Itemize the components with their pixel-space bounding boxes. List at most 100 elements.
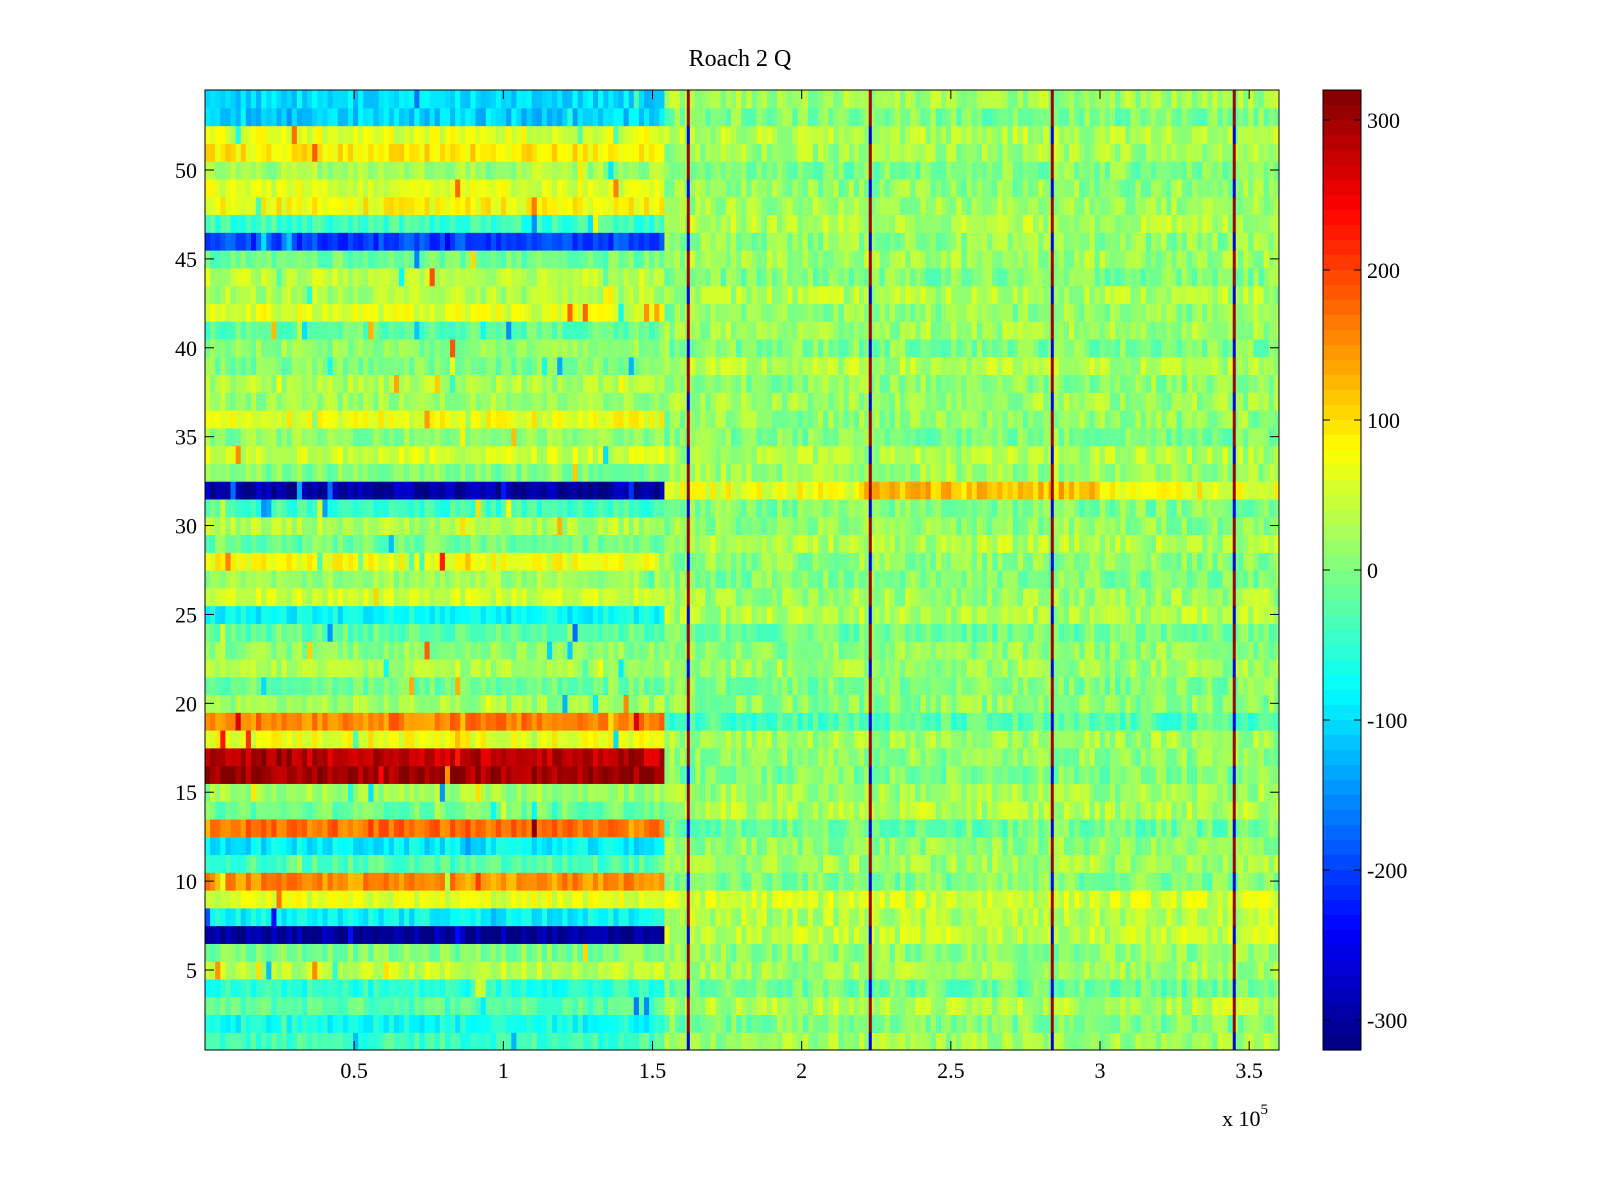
heatmap-cell: [541, 978, 548, 998]
heatmap-cell: [649, 1014, 655, 1033]
heatmap-cell: [281, 747, 288, 767]
heatmap-cell: [547, 978, 553, 998]
heatmap-cell: [787, 641, 794, 660]
heatmap-cell: [935, 783, 942, 802]
heatmap-cell: [393, 676, 400, 696]
heatmap-cell: [562, 996, 569, 1016]
heatmap-cell: [874, 836, 881, 856]
heatmap-cell: [210, 801, 216, 820]
heatmap-cell: [720, 836, 727, 856]
heatmap-cell: [291, 1032, 298, 1050]
heatmap-cell: [828, 890, 835, 909]
heatmap-cell: [250, 943, 257, 962]
heatmap-cell: [409, 747, 415, 767]
heatmap-cell: [424, 747, 431, 767]
heatmap-cell: [603, 658, 609, 678]
heatmap-cell: [1028, 801, 1034, 820]
heatmap-cell: [398, 907, 405, 927]
heatmap-cell: [961, 783, 968, 802]
heatmap-cell: [1012, 658, 1019, 678]
heatmap-cell: [1191, 872, 1198, 891]
heatmap-cell: [1120, 730, 1126, 749]
heatmap-cell: [720, 925, 727, 944]
heatmap-cell: [409, 1032, 415, 1050]
heatmap-cell: [373, 676, 380, 696]
heatmap-cell: [312, 996, 318, 1016]
heatmap-cell: [470, 943, 477, 962]
heatmap-cell: [1007, 694, 1014, 713]
heatmap-cell: [1099, 925, 1106, 944]
heatmap-cell: [480, 730, 487, 749]
heatmap-cell: [874, 1032, 881, 1050]
heatmap-cell: [1197, 765, 1203, 784]
heatmap-cell: [1202, 694, 1208, 713]
heatmap-cell: [1012, 765, 1019, 784]
heatmap-cell: [900, 996, 906, 1016]
heatmap-cell: [664, 712, 671, 731]
heatmap-cell: [879, 943, 886, 962]
heatmap-cell: [679, 836, 686, 856]
heatmap-cell: [307, 801, 313, 820]
heatmap-cell: [1140, 641, 1147, 660]
heatmap-cell: [368, 961, 375, 980]
heatmap-cell: [1079, 978, 1085, 998]
heatmap-cell: [552, 1032, 558, 1050]
heatmap-cell: [761, 943, 768, 962]
heatmap-cell: [920, 747, 927, 767]
heatmap-cell: [720, 623, 727, 642]
heatmap-cell: [859, 836, 865, 856]
heatmap-cell: [644, 943, 650, 962]
heatmap-cell: [715, 658, 722, 678]
heatmap-cell: [905, 996, 911, 1016]
heatmap-cell: [398, 641, 405, 660]
heatmap-cell: [1033, 996, 1039, 1016]
heatmap-cell: [659, 996, 666, 1016]
heatmap-cell: [220, 641, 227, 660]
heatmap-cell: [598, 712, 604, 731]
heatmap-cell: [577, 623, 584, 642]
heatmap-cell: [547, 854, 553, 873]
heatmap-cell: [669, 818, 676, 838]
heatmap-cell: [1033, 854, 1039, 873]
heatmap-cell: [363, 694, 369, 713]
heatmap-cell: [1130, 1032, 1137, 1050]
heatmap-cell: [1063, 978, 1070, 998]
heatmap-cell: [613, 730, 620, 749]
heatmap-cell: [700, 961, 706, 980]
heatmap-cell: [782, 1014, 788, 1033]
heatmap-cell: [261, 925, 267, 944]
heatmap-cell: [1197, 854, 1203, 873]
heatmap-cell: [1268, 1032, 1275, 1050]
heatmap-cell: [725, 1032, 732, 1050]
heatmap-cell: [1079, 694, 1085, 713]
heatmap-cell: [225, 801, 232, 820]
heatmap-cell: [1222, 943, 1229, 962]
heatmap-cell: [1022, 872, 1029, 891]
heatmap-cell: [823, 623, 829, 642]
heatmap-cell: [266, 818, 272, 838]
heatmap-cell: [833, 783, 840, 802]
heatmap-cell: [935, 641, 942, 660]
heatmap-cell: [398, 783, 405, 802]
heatmap-cell: [966, 925, 973, 944]
heatmap-cell: [1212, 836, 1219, 856]
heatmap-cell: [465, 943, 472, 962]
heatmap-cell: [782, 623, 788, 642]
heatmap-cell: [1053, 801, 1060, 820]
heatmap-cell: [981, 818, 988, 838]
heatmap-cell: [210, 818, 216, 838]
heatmap-cell: [623, 943, 630, 962]
heatmap-cell: [485, 1014, 492, 1033]
heatmap-cell: [987, 925, 993, 944]
heatmap-cell: [1099, 978, 1106, 998]
heatmap-cell: [674, 1032, 681, 1050]
heatmap-cell: [547, 872, 553, 891]
heatmap-cell: [404, 961, 410, 980]
heatmap-cell: [1171, 836, 1178, 856]
heatmap-cell: [946, 890, 952, 909]
heatmap-cell: [838, 872, 845, 891]
heatmap-cell: [859, 730, 865, 749]
heatmap-cell: [961, 658, 968, 678]
heatmap-cell: [674, 712, 681, 731]
heatmap-cell: [1063, 1032, 1070, 1050]
